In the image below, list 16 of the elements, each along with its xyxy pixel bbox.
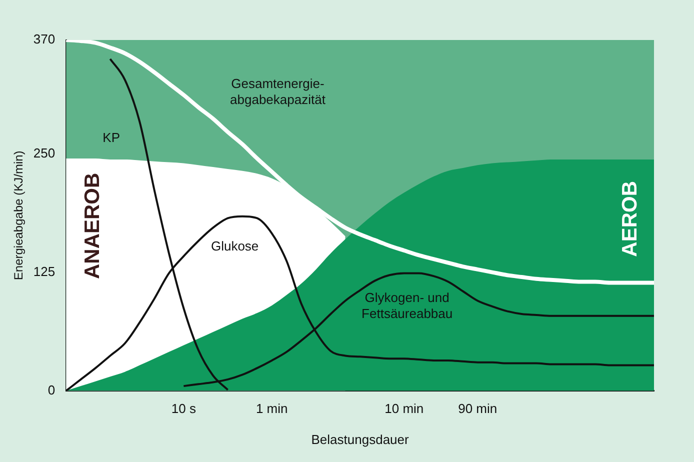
x-tick-label: 1 min <box>256 401 288 416</box>
annotation: Gesamtenergie- abgabekapazität <box>230 76 326 108</box>
x-tick-label: 90 min <box>458 401 498 416</box>
y-tick-label: 125 <box>33 264 56 279</box>
y-tick-label: 0 <box>48 382 56 398</box>
x-tick-label: 10 s <box>171 401 196 416</box>
y-tick-label: 250 <box>33 145 56 160</box>
annotation: Glukose <box>210 238 259 254</box>
annotation: Glykogen- und Fettsäureabbau <box>362 290 453 322</box>
y-tick-label: 370 <box>33 32 56 47</box>
annotation: AEROB <box>618 180 642 257</box>
x-tick-label: 10 min <box>384 401 424 416</box>
annotation: ANAEROB <box>80 172 104 280</box>
annotation: KP <box>102 130 120 145</box>
y-axis-title: Energieabgabe (KJ/min) <box>12 150 26 280</box>
x-axis-title: Belastungsdauer <box>311 432 410 447</box>
